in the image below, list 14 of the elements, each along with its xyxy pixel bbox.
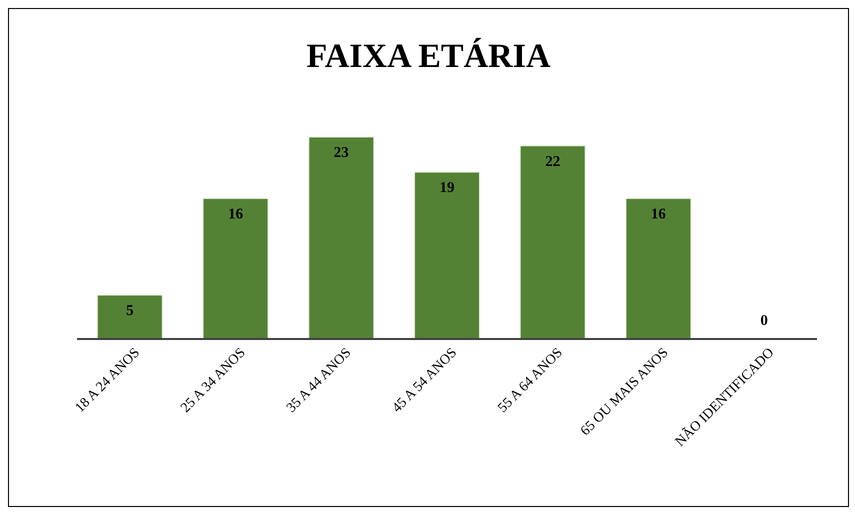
data-label: 19	[440, 180, 454, 196]
bar	[308, 136, 374, 340]
bar	[625, 198, 692, 340]
data-label: 16	[228, 206, 244, 222]
chart-title: FAIXA ETÁRIA	[306, 37, 551, 75]
data-label: 23	[334, 145, 349, 161]
data-label: 22	[545, 154, 560, 170]
bar	[414, 172, 480, 340]
data-label: 0	[760, 313, 768, 329]
bar	[96, 294, 163, 340]
bar	[520, 145, 586, 340]
bar	[202, 198, 269, 340]
data-label: 16	[650, 206, 666, 222]
data-label: 5	[126, 303, 134, 320]
